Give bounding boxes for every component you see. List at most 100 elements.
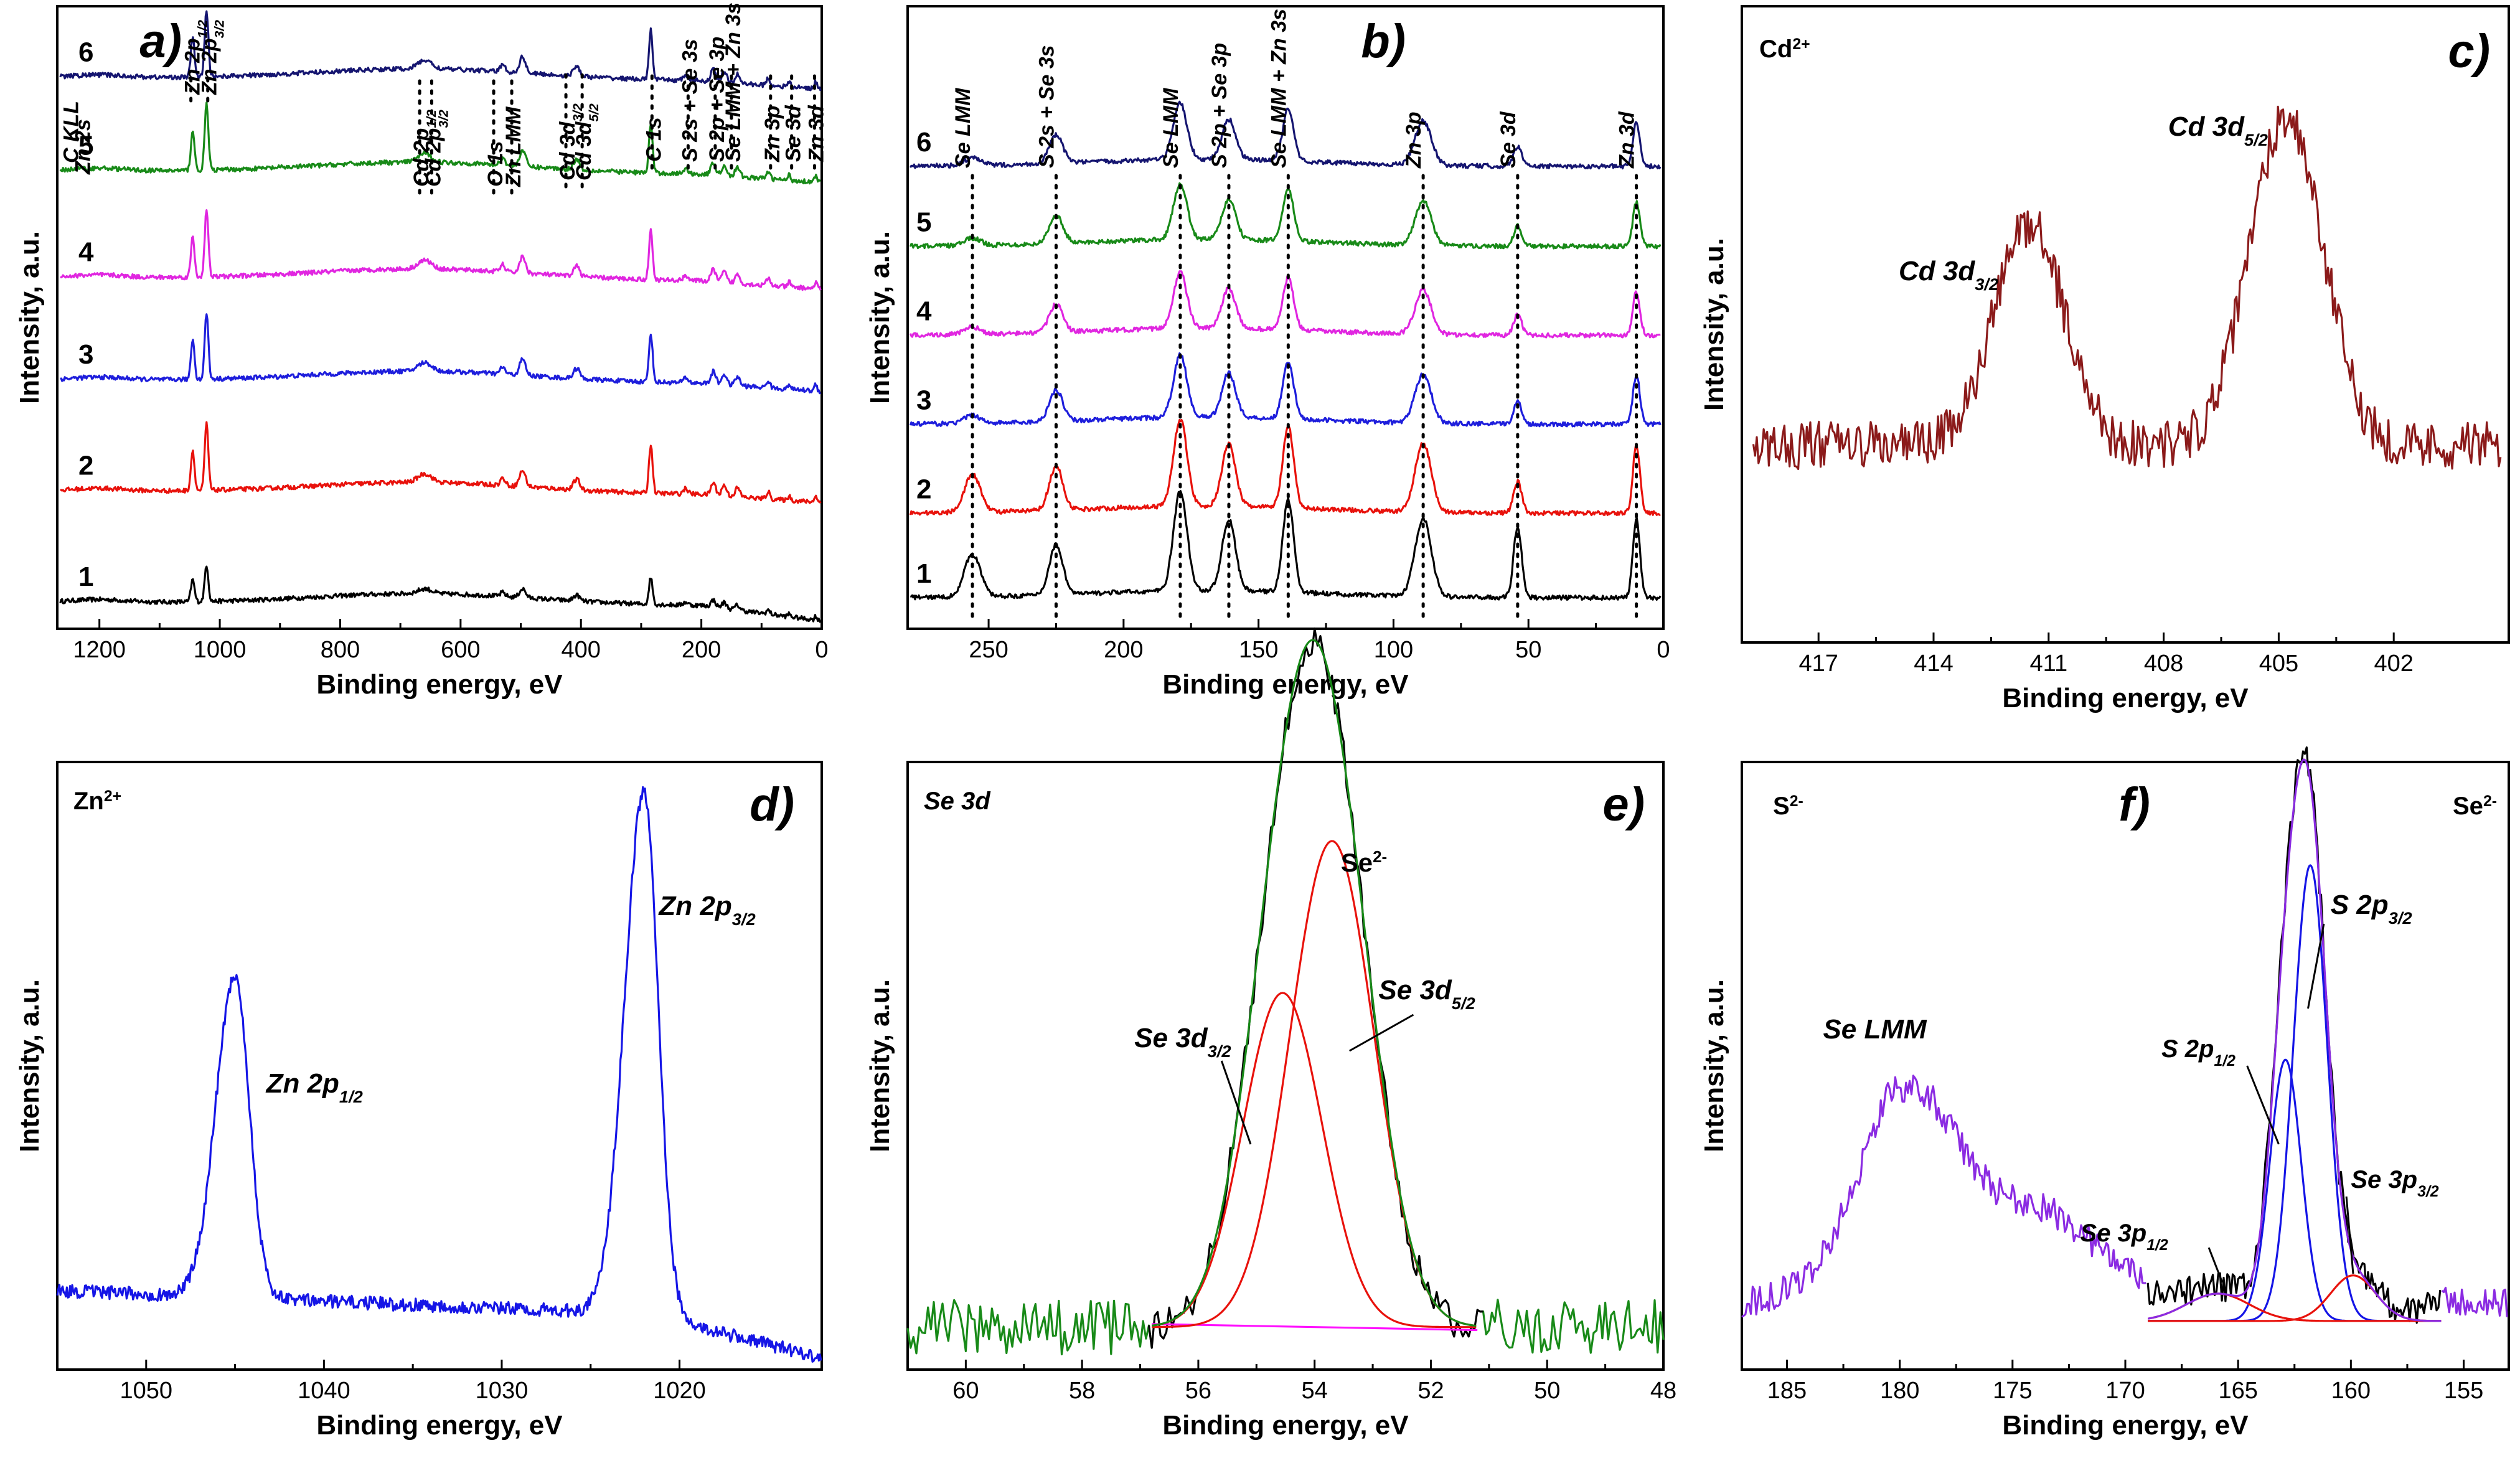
x-tick-label: 1200 [73, 637, 126, 663]
peak-label-text: C 1s [642, 117, 665, 162]
series-line-curve-6 [909, 100, 1662, 170]
x-tick-label: 414 [1914, 651, 1953, 677]
corner-label-se2: Se2- [2453, 792, 2497, 820]
y-axis-title: Intensity, a.u. [14, 231, 45, 404]
peak-label-text: S 2s + Se 3s [678, 39, 702, 162]
curve-label: 3 [78, 339, 93, 370]
peak-label-subscript: 3/2 [1975, 275, 1998, 294]
peak-label-subscript: 3/2 [1208, 1042, 1231, 1061]
y-axis-title: Intensity, a.u. [865, 231, 895, 404]
panel-b-low-energy-spectra: 250 200 150 100 50 0 Binding energy, eV Intensi… [865, 5, 1670, 700]
peak-label-text: Zn 2p [181, 38, 205, 95]
plot-frame [906, 761, 1665, 1371]
peak-label: O 1s [484, 141, 507, 187]
curve-label: 2 [78, 451, 93, 481]
x-tick-label: 0 [1657, 637, 1670, 663]
x-tick-label: 400 [562, 637, 601, 663]
peak-label-subscript: 3/2 [2389, 908, 2412, 928]
peak-label: Zn 2p3/2 [198, 20, 227, 95]
curve-label: 4 [78, 237, 94, 268]
peak-label-se3d52: Se 3d5/2 [1378, 975, 1475, 1013]
curve-label: 1 [916, 558, 931, 589]
x-tick-label: 800 [321, 637, 360, 663]
series-line-curve-4 [909, 270, 1661, 339]
peak-label-se3d32: Se 3d3/2 [1134, 1023, 1231, 1061]
peak-label: Cd 2p1/2 [410, 110, 439, 187]
x-tick-label: 150 [1239, 637, 1278, 663]
corner-label-superscript: 2+ [104, 788, 121, 805]
peak-label-text: Zn 3p [1402, 111, 1426, 169]
peak-label: Cd 2p3/2 [421, 110, 451, 187]
series-line-fit-se3d32 [1152, 992, 1477, 1329]
peak-label: C 1s [642, 117, 665, 162]
panel-d-zn2p-spectrum: 1050 1040 1030 1020 Binding energy, eV Intens… [14, 761, 823, 1441]
peak-label-text: Se 3d [1497, 111, 1520, 168]
corner-label-text: Zn [73, 788, 104, 815]
peak-label: Zn 3d [1615, 111, 1639, 169]
x-tick-label: 170 [2105, 1378, 2145, 1404]
plot-frame [56, 5, 823, 630]
panel-e-se3d-spectrum: 60 58 56 54 52 50 48 Binding energy, eV Intensit… [865, 627, 1676, 1441]
series-line-measured-left [906, 1299, 1153, 1356]
plot-frame [1741, 5, 2510, 644]
x-tick-label: 54 [1302, 1378, 1328, 1404]
x-tick-label: 408 [2144, 651, 2183, 677]
series-line-cd3d [1752, 105, 2502, 470]
x-tick-label: 405 [2259, 651, 2298, 677]
x-tick-label: 160 [2331, 1378, 2371, 1404]
y-axis-title: Intensity, a.u. [14, 979, 45, 1152]
peak-label-text: Zn 2s [72, 119, 95, 175]
peak-label-text: O 1s [484, 141, 507, 187]
series-line-envelope [2147, 758, 2442, 1322]
x-tick-label: 1040 [298, 1378, 350, 1404]
panel-a-survey-spectra: 1200 1000 800 600 400 200 0 Binding energy, eV I… [14, 2, 829, 700]
peak-label-subscript: 5/2 [2244, 130, 2268, 149]
x-tick-label: 100 [1374, 637, 1413, 663]
x-tick-label: 58 [1069, 1378, 1095, 1404]
peak-label-text: Cd 3d [2168, 111, 2245, 142]
x-tick-label: 0 [815, 637, 828, 663]
peak-label-text: Se 3p [2351, 1166, 2417, 1193]
peak-label-text: Cd 3d [1899, 256, 1975, 286]
x-tick-label: 411 [2030, 651, 2068, 677]
panel-label: d) [750, 778, 794, 831]
peak-label-s2p12: S 2p1/2 [2161, 1035, 2236, 1070]
peak-label: Se LMM + Zn 3s [1267, 9, 1291, 168]
peak-label-text: Se LMM [1823, 1014, 1927, 1045]
peak-label-text: Cd 2p [421, 128, 445, 187]
peak-label-s2p32: S 2p3/2 [2331, 890, 2412, 928]
y-axis-title: Intensity, a.u. [865, 979, 895, 1152]
peak-label-se3p32: Se 3p3/2 [2351, 1166, 2438, 1200]
peak-label-subscript: 1/2 [2214, 1053, 2236, 1070]
x-tick-label: 155 [2444, 1378, 2483, 1404]
y-axis-title: Intensity, a.u. [1699, 979, 1729, 1152]
panel-label: f) [2118, 778, 2150, 831]
corner-label-superscript: 2- [1790, 793, 1803, 810]
x-tick-label: 52 [1418, 1378, 1444, 1404]
series-line-curve-1 [59, 565, 822, 623]
panel-c-cd3d-spectrum: 417 414 411 408 405 402 Binding energy, eV Inte… [1699, 5, 2510, 713]
peak-label: Se LMM [951, 88, 975, 168]
series-line-curve-5 [59, 101, 821, 185]
x-axis-title: Binding energy, eV [316, 669, 563, 700]
x-tick-label: 600 [441, 637, 480, 663]
peak-label: Zn 3d [804, 105, 828, 162]
peak-label-cd3d52: Cd 3d5/2 [2168, 111, 2268, 149]
curve-label: 6 [78, 37, 93, 67]
peak-label: S 2s + Se 3s [1035, 45, 1058, 168]
pointer-line-se3d32 [1220, 1060, 1252, 1145]
corner-label-text: S [1773, 792, 1790, 820]
peak-label-se3p12: Se 3p1/2 [2080, 1220, 2168, 1254]
peak-label: Zn LMM [502, 106, 525, 187]
series-line-curve-5 [909, 182, 1662, 250]
pointer-line-se3d52 [1348, 1014, 1414, 1052]
curve-label: 4 [916, 296, 932, 327]
series-line-measured-tail [2441, 1286, 2508, 1317]
pointer-line-s2p12 [2246, 1065, 2280, 1145]
peak-label-zn2p32: Zn 2p3/2 [657, 891, 755, 929]
panel-label: c) [2448, 25, 2490, 78]
pointer-line-se3p12 [2207, 1247, 2224, 1283]
x-tick-label: 1050 [120, 1378, 173, 1404]
plot-frame [906, 5, 1665, 630]
peak-label: Zn 3p [1402, 111, 1426, 169]
